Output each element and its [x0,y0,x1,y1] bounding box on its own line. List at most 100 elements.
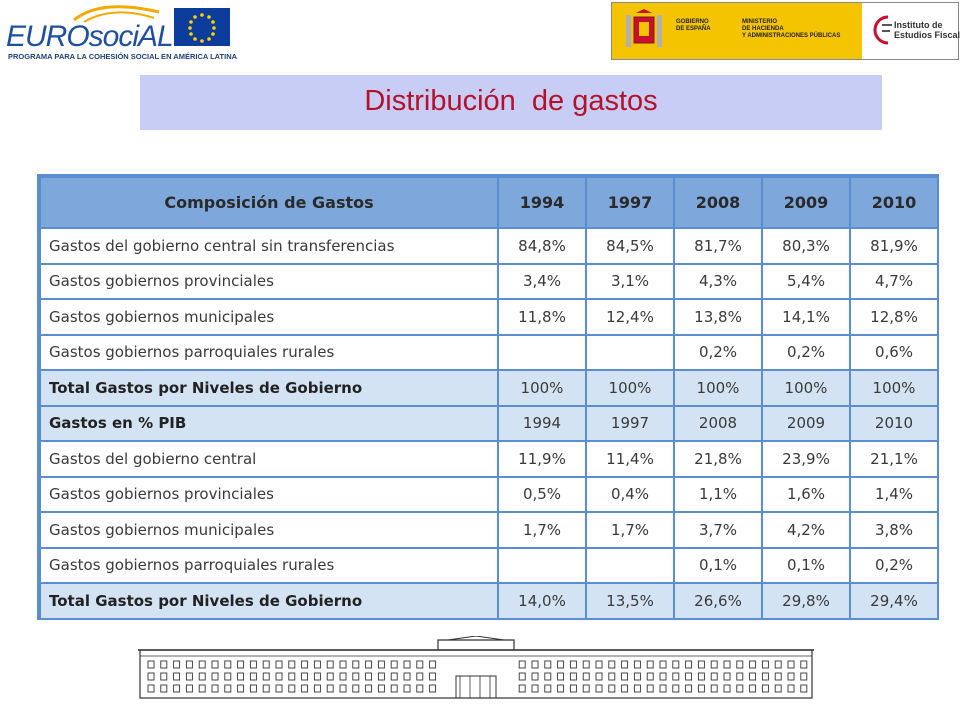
table-row: Gastos en % PIB 1994 1997 2008 2009 2010 [41,406,937,440]
eu-flag-icon [174,8,230,46]
row-value-2010: 1,4% [851,477,937,511]
row-value-1997: 1997 [587,406,673,440]
header-cell-2010: 2010 [851,178,937,227]
row-value-2008: 0,2% [675,335,761,369]
header-cell-1997: 1997 [587,178,673,227]
row-label: Gastos gobiernos provinciales [41,264,497,298]
row-value-1994: 11,9% [499,442,585,476]
eurosocial-wordmark: EUROsociAL [6,20,174,53]
row-label: Total Gastos por Niveles de Gobierno [41,584,497,618]
row-value-1994: 3,4% [499,264,585,298]
row-value-2009: 2009 [763,406,849,440]
row-label: Gastos en % PIB [41,406,497,440]
row-value-1997: 11,4% [587,442,673,476]
row-value-2009: 1,6% [763,477,849,511]
header-cell-1994: 1994 [499,178,585,227]
row-value-2010: 0,6% [851,335,937,369]
building-illustration [138,635,814,700]
table-row: Gastos gobiernos provinciales 0,5% 0,4% 1,1… [41,477,937,511]
ief-block [862,3,958,59]
expenses-table-grid: Composición de Gastos 1994 1997 2008 200… [39,176,939,620]
row-label: Gastos del gobierno central [41,442,497,476]
row-label: Total Gastos por Niveles de Gobierno [41,371,497,405]
row-value-2010: 12,8% [851,300,937,334]
header-cell-composition: Composición de Gastos [41,178,497,227]
table-row: Gastos gobiernos municipales 1,7% 1,7% 3,7%… [41,513,937,547]
eurosocial-logo: EUROsociAL PROGRAMA PARA LA COHESIÓN SOC… [4,2,244,66]
row-value-2008: 1,1% [675,477,761,511]
row-value-2009: 29,8% [763,584,849,618]
row-value-2008: 4,3% [675,264,761,298]
row-label: Gastos gobiernos municipales [41,513,497,547]
row-value-1994: 100% [499,371,585,405]
row-value-1994: 14,0% [499,584,585,618]
row-label: Gastos del gobierno central sin transfer… [41,229,497,263]
gobierno-label: GOBIERNO DE ESPAÑA [676,19,711,32]
ief-logo-icon [873,15,892,45]
row-value-1994 [499,548,585,582]
table-row: Total Gastos por Niveles de Gobierno 100%… [41,371,937,405]
header-cell-2008: 2008 [675,178,761,227]
row-value-2009: 100% [763,371,849,405]
row-value-2008: 100% [675,371,761,405]
row-value-2009: 4,2% [763,513,849,547]
row-value-1994: 1994 [499,406,585,440]
row-label: Gastos gobiernos provinciales [41,477,497,511]
table-row: Total Gastos por Niveles de Gobierno 14,0… [41,584,937,618]
gobierno-block: GOBIERNO DE ESPAÑA MINISTERIO DE HACIEND… [612,3,852,59]
row-value-2008: 21,8% [675,442,761,476]
government-logo-banner: GOBIERNO DE ESPAÑA MINISTERIO DE HACIEND… [611,2,960,60]
expenses-table: Composición de Gastos 1994 1997 2008 200… [37,174,939,620]
row-value-1997 [587,548,673,582]
row-value-2010: 0,2% [851,548,937,582]
table-header-row: Composición de Gastos 1994 1997 2008 200… [41,178,937,227]
row-value-2010: 81,9% [851,229,937,263]
table-row: Gastos gobiernos provinciales 3,4% 3,1% 4,3… [41,264,937,298]
coat-of-arms-icon [626,9,662,47]
ministerio-label: MINISTERIO DE HACIENDA Y ADMINISTRACIONE… [742,19,841,39]
row-value-1994: 1,7% [499,513,585,547]
row-value-2010: 3,8% [851,513,937,547]
row-value-1994: 0,5% [499,477,585,511]
table-row: Gastos gobiernos parroquiales rurales 0,1… [41,548,937,582]
row-value-2010: 21,1% [851,442,937,476]
row-value-2010: 2010 [851,406,937,440]
row-value-2009: 23,9% [763,442,849,476]
row-value-1997: 12,4% [587,300,673,334]
row-value-2009: 5,4% [763,264,849,298]
row-value-1997: 13,5% [587,584,673,618]
row-value-1994 [499,335,585,369]
row-label: Gastos gobiernos parroquiales rurales [41,548,497,582]
header-cell-2009: 2009 [763,178,849,227]
row-value-1994: 84,8% [499,229,585,263]
row-value-2009: 80,3% [763,229,849,263]
row-value-2010: 4,7% [851,264,937,298]
row-value-2008: 13,8% [675,300,761,334]
row-value-2009: 14,1% [763,300,849,334]
row-value-2008: 0,1% [675,548,761,582]
row-value-1994: 11,8% [499,300,585,334]
row-value-2008: 2008 [675,406,761,440]
row-value-2008: 3,7% [675,513,761,547]
row-value-1997: 84,5% [587,229,673,263]
row-label: Gastos gobiernos parroquiales rurales [41,335,497,369]
table-body: Composición de Gastos 1994 1997 2008 200… [41,178,937,618]
logo-swoosh-icon [73,5,160,23]
row-value-2010: 100% [851,371,937,405]
table-row: Gastos gobiernos municipales 11,8% 12,4% 13… [41,300,937,334]
row-value-2010: 29,4% [851,584,937,618]
eurosocial-tagline: PROGRAMA PARA LA COHESIÓN SOCIAL EN AMÉR… [8,52,238,61]
row-value-1997: 100% [587,371,673,405]
row-value-2008: 81,7% [675,229,761,263]
table-row: Gastos del gobierno central sin transfer… [41,229,937,263]
table-row: Gastos del gobierno central 11,9% 11,4% 21,… [41,442,937,476]
row-value-1997: 0,4% [587,477,673,511]
row-label: Gastos gobiernos municipales [41,300,497,334]
row-value-2008: 26,6% [675,584,761,618]
page-title: Distribución de gastos [364,85,658,117]
row-value-1997 [587,335,673,369]
title-band: Distribución de gastos [140,75,882,130]
ief-label: Instituto de Estudios Fiscales [894,20,960,40]
row-value-2009: 0,2% [763,335,849,369]
table-row: Gastos gobiernos parroquiales rurales 0,2… [41,335,937,369]
